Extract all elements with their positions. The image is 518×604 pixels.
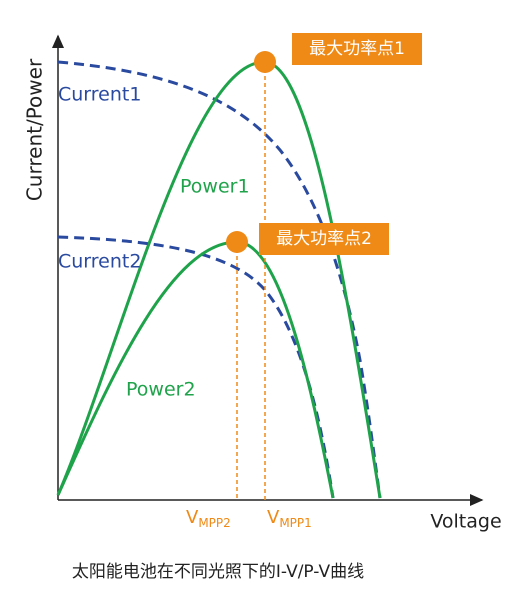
power1-label: Power1 (180, 176, 250, 198)
vmpp1-main: V (267, 507, 280, 528)
current2-label: Current2 (58, 251, 141, 273)
x-axis-label: Voltage (430, 511, 501, 533)
vmpp1-sub: MPP1 (279, 516, 311, 530)
vmpp2-label: VMPP2 (186, 507, 231, 530)
current2-curve (57, 235, 335, 499)
vmpp1-label: VMPP1 (267, 507, 312, 530)
mpp1-dot (254, 51, 276, 73)
mpp1-box (292, 33, 422, 65)
mpp2-box (259, 223, 389, 255)
mpp2-label: 最大功率点2 (276, 229, 372, 249)
current1-label: Current1 (58, 84, 141, 106)
y-axis-label: Current/Power (23, 58, 47, 201)
mpp2-dot (226, 231, 248, 253)
vmpp2-main: V (186, 507, 199, 528)
power2-curve (56, 240, 335, 499)
power1-curve (56, 60, 382, 499)
mpp1-label: 最大功率点1 (309, 39, 405, 59)
current1-curve (57, 60, 382, 499)
power2-label: Power2 (126, 379, 196, 401)
caption: 太阳能电池在不同光照下的I-V/P-V曲线 (72, 562, 364, 582)
vmpp2-sub: MPP2 (198, 516, 230, 530)
